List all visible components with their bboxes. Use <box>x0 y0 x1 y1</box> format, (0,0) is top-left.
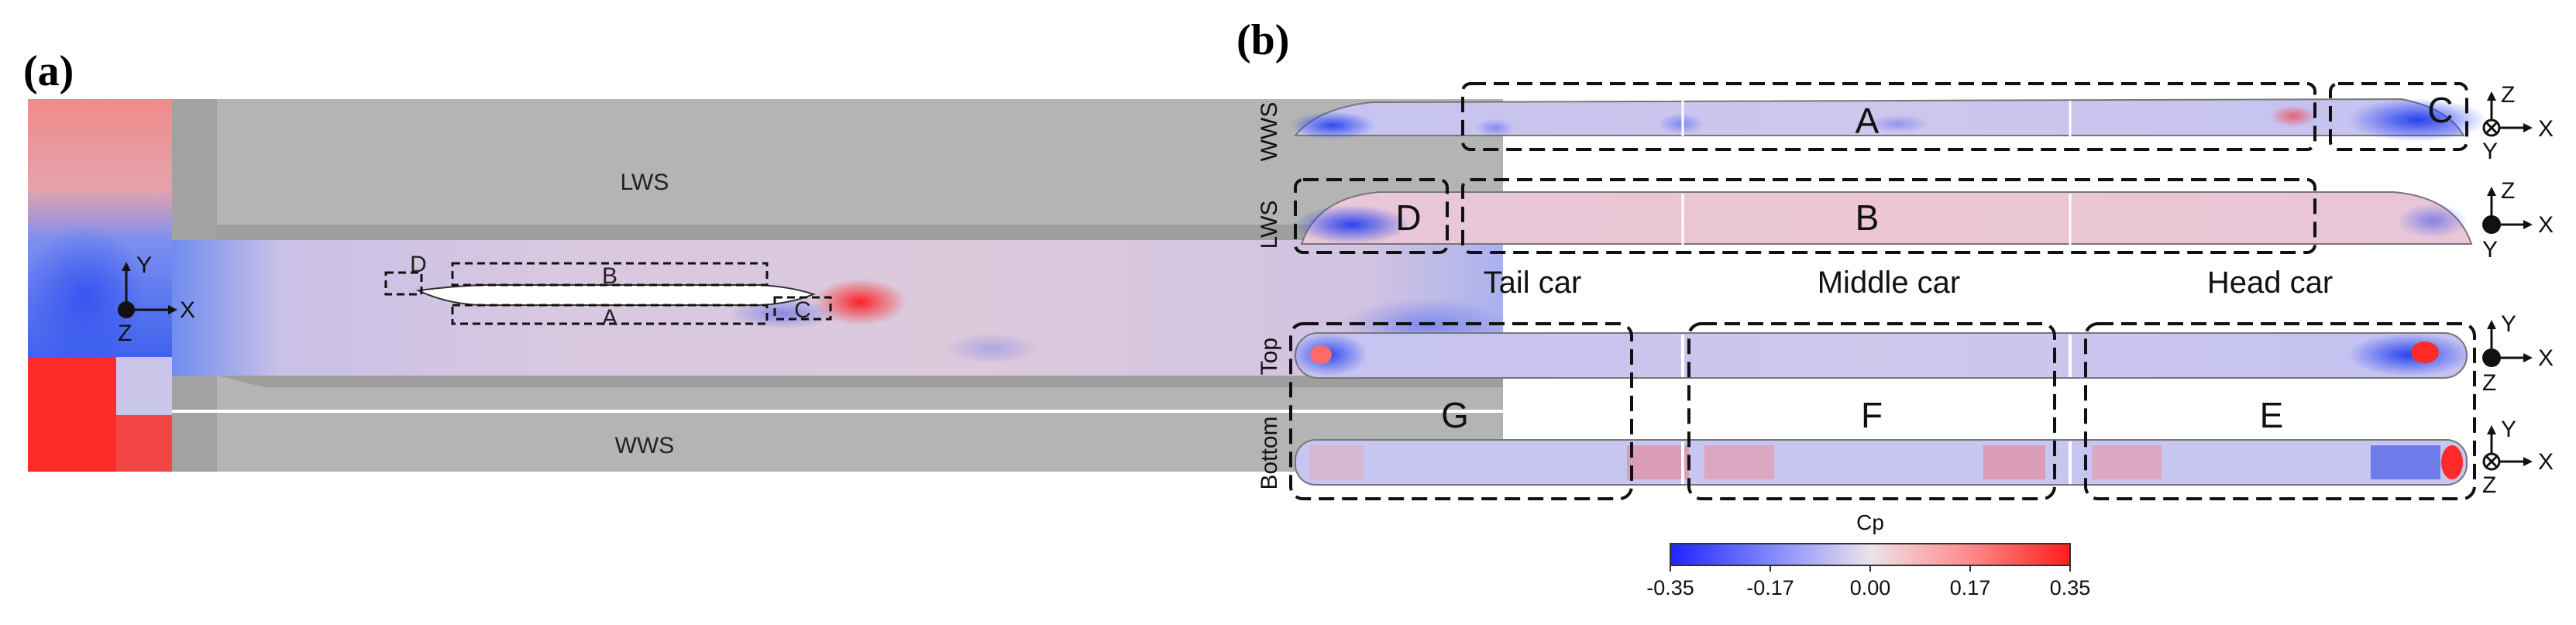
svg-text:Z: Z <box>2501 82 2515 108</box>
panel-b: (b) WWS LWS Top Bottom <box>1236 16 2554 599</box>
row-label-lws: LWS <box>1257 201 1282 249</box>
region-a-box-b <box>1461 82 2316 151</box>
svg-text:Z: Z <box>2482 472 2496 498</box>
colorbar-tick-label: 0.00 <box>1850 576 1891 599</box>
svg-text:X: X <box>2538 345 2554 371</box>
region-g-box <box>1289 322 1633 500</box>
row-label-wws: WWS <box>1257 102 1282 162</box>
region-e-box <box>2084 322 2476 500</box>
svg-text:X: X <box>2538 449 2554 475</box>
axis-x-label: X <box>180 297 195 323</box>
axes-indicator-top: Y X Z <box>2482 311 2554 396</box>
axes-indicator-lws: Z X Y <box>2482 178 2554 263</box>
region-c-box-b <box>2329 82 2468 151</box>
colorbar: Cp -0.35 -0.17 0.00 0.17 0.35 <box>1646 510 2090 599</box>
wws-label: WWS <box>615 433 675 458</box>
svg-text:X: X <box>2538 116 2554 142</box>
region-a-label-b: A <box>1855 101 1880 141</box>
svg-text:Y: Y <box>2501 417 2516 442</box>
lws-wall <box>172 99 1503 240</box>
axes-indicator-a: Y X Z <box>118 252 195 346</box>
svg-text:Y: Y <box>2482 139 2498 164</box>
svg-text:Z: Z <box>2482 370 2496 396</box>
region-f-label: F <box>1861 395 1883 435</box>
train-top-view <box>1290 332 2471 379</box>
region-c-label-b: C <box>2427 90 2453 130</box>
colorbar-tick-label: -0.17 <box>1746 576 1794 599</box>
region-e-label: E <box>2260 395 2284 435</box>
svg-text:Z: Z <box>2501 178 2515 204</box>
car-label-head: Head car <box>2207 266 2333 300</box>
colorbar-tick-label: 0.17 <box>1950 576 1991 599</box>
train-lws-view <box>1294 191 2473 245</box>
region-a-box <box>451 304 769 325</box>
svg-text:X: X <box>2538 212 2554 238</box>
region-a-label: A <box>602 305 617 331</box>
region-d-label: D <box>410 252 427 277</box>
car-label-middle: Middle car <box>1818 266 1961 300</box>
region-b-box <box>451 262 769 287</box>
panel-a: (a) LWS WWS D B A C <box>23 47 1511 472</box>
wws-wall <box>172 376 1503 472</box>
row-label-top: Top <box>1257 338 1282 375</box>
train-bottom-view <box>1295 439 2468 486</box>
axis-y-label: Y <box>136 252 152 278</box>
axes-indicator-wws: Z X Y <box>2482 82 2554 164</box>
colorbar-tick-label: -0.35 <box>1646 576 1694 599</box>
svg-text:Y: Y <box>2501 311 2516 337</box>
region-g-label: G <box>1441 395 1469 435</box>
car-label-tail: Tail car <box>1484 266 1582 300</box>
svg-text:Y: Y <box>2482 237 2498 263</box>
panel-a-label: (a) <box>23 47 74 95</box>
region-c-label: C <box>794 297 811 323</box>
colorbar-gradient <box>1670 543 2071 566</box>
colorbar-tick-label: 0.35 <box>2050 576 2091 599</box>
region-d-box <box>384 271 423 296</box>
region-d-box-b <box>1294 178 1449 254</box>
region-d-label-b: D <box>1395 197 1421 238</box>
region-b-label-b: B <box>1855 197 1880 238</box>
region-b-box-b <box>1461 178 2316 254</box>
region-b-label: B <box>602 263 617 289</box>
lws-label: LWS <box>621 170 669 195</box>
train-wws-view <box>1290 98 2487 142</box>
axes-indicator-bottom: Y X Z <box>2482 417 2554 498</box>
colorbar-title: Cp <box>1856 510 1884 534</box>
region-c-box <box>773 296 832 321</box>
region-f-box <box>1687 322 2056 500</box>
panel-b-label: (b) <box>1236 16 1289 64</box>
axis-z-label: Z <box>118 321 132 346</box>
row-label-bottom: Bottom <box>1257 416 1282 489</box>
